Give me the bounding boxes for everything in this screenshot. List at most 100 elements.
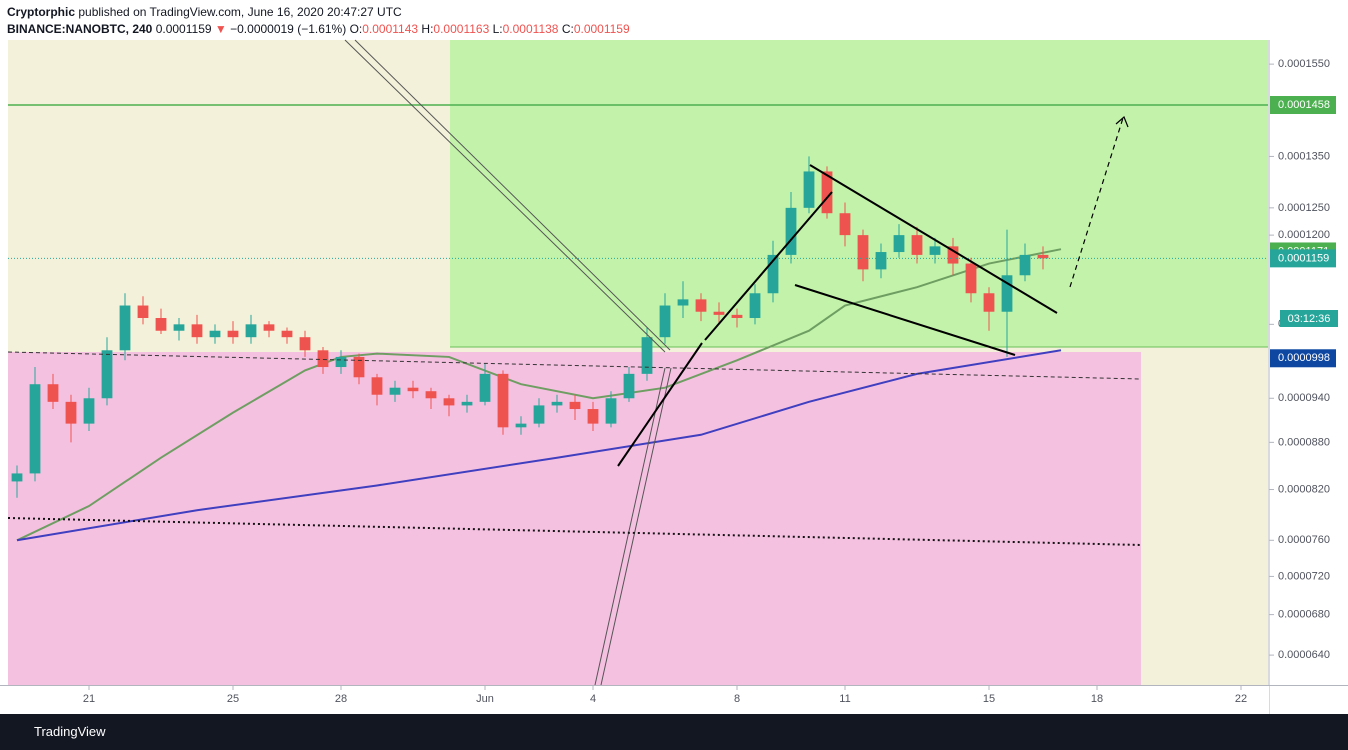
countdown: 03:12:36 <box>1288 313 1331 325</box>
candle-body <box>947 246 959 264</box>
l: 0.0001138 <box>502 22 559 36</box>
candle-body <box>875 252 887 270</box>
candle-body <box>65 401 77 424</box>
candle-body <box>839 213 851 236</box>
candle-body <box>785 207 797 255</box>
candle-body <box>623 373 635 399</box>
countdown-box <box>1280 310 1338 327</box>
h: 0.0001163 <box>433 22 490 36</box>
candle-body <box>569 401 581 410</box>
candle-body <box>533 405 545 424</box>
candle-body <box>191 324 203 338</box>
flag-pole <box>617 342 703 467</box>
trend-line <box>354 39 671 351</box>
candle-body <box>713 311 725 315</box>
candle-body <box>227 330 239 338</box>
price-marker-label: 0.0001159 <box>1278 252 1329 264</box>
projection <box>1069 117 1124 288</box>
drawings <box>7 39 1142 686</box>
o: 0.0001143 <box>362 22 419 36</box>
candle-body <box>1019 254 1031 276</box>
axes: 0.0001550 0.0001350 0.0001250 0.0001200 0.00… <box>83 58 1336 705</box>
symbol: BINANCE:NANOBTC, 240 <box>7 22 153 36</box>
y-tick-label: 0.0000880 <box>1278 436 1330 448</box>
candle-body <box>551 401 563 406</box>
candle-body <box>209 330 221 338</box>
last: 0.0001159 <box>155 22 212 36</box>
y-tick-label: 0.0000820 <box>1278 483 1330 495</box>
plot <box>8 104 1268 542</box>
c: 0.0001159 <box>573 22 630 36</box>
trend-line <box>594 367 666 686</box>
candle-body <box>119 305 131 351</box>
h-label: H: <box>421 22 434 36</box>
candle-body <box>803 171 815 208</box>
y-tick-label: 0.0000680 <box>1278 609 1330 621</box>
candle-body <box>893 235 905 253</box>
candle-body <box>443 398 455 406</box>
brand: TradingView <box>34 724 106 739</box>
candle-body <box>335 356 347 368</box>
flag-pole <box>704 191 833 341</box>
candle-body <box>245 324 257 338</box>
candle-body <box>965 263 977 294</box>
price-marker-label: 0.0001458 <box>1278 99 1330 111</box>
candle-body <box>299 337 311 351</box>
candle-body <box>479 373 491 402</box>
candle-body <box>1037 254 1049 259</box>
x-tick-label: 25 <box>227 693 239 705</box>
candle-body <box>749 293 761 319</box>
price-axis <box>1269 40 1348 714</box>
published: published on TradingView.com, June 16, 2… <box>78 5 402 19</box>
candle-body <box>659 305 671 338</box>
candle-body <box>515 423 527 428</box>
candle-body <box>587 409 599 424</box>
time-axis <box>0 686 1269 714</box>
candle-body <box>497 373 509 428</box>
candle-body <box>263 324 275 331</box>
candle-body <box>461 401 473 406</box>
header: Cryptorphic published on TradingView.com… <box>7 4 630 38</box>
trend-line <box>600 367 672 686</box>
y-tick-label: 0.0001350 <box>1278 150 1330 162</box>
moving-average <box>16 248 1062 542</box>
change: −0.0000019 (−1.61%) <box>230 22 347 36</box>
o-label: O: <box>349 22 363 36</box>
price-marker <box>1270 349 1336 368</box>
candle-body <box>929 246 941 255</box>
author: Cryptorphic <box>7 5 76 19</box>
c-label: C: <box>561 22 574 36</box>
flag-line <box>809 164 1058 314</box>
flag-line <box>794 284 1016 356</box>
candle-body <box>983 293 995 312</box>
y-tick-label: 0.0000640 <box>1278 649 1330 661</box>
candle-body <box>101 350 113 399</box>
trend-line <box>7 517 1142 546</box>
candle-body <box>155 318 167 331</box>
x-tick-label: 8 <box>734 693 740 705</box>
y-tick-label: 0.0000940 <box>1278 392 1330 404</box>
candle-body <box>389 387 401 395</box>
x-tick-label: 28 <box>335 693 347 705</box>
candle-body <box>29 384 41 474</box>
y-tick-label: 0.0000720 <box>1278 570 1330 582</box>
x-tick-label: Jun <box>476 693 494 705</box>
candle-body <box>911 235 923 255</box>
candle-body <box>407 387 419 392</box>
trend-line <box>344 39 666 353</box>
candle-body <box>425 391 437 399</box>
y-tick-label: 0.0000760 <box>1278 534 1330 546</box>
x-tick-label: 21 <box>83 693 95 705</box>
price-marker <box>1270 96 1336 115</box>
price-marker <box>1270 249 1336 268</box>
x-tick-label: 22 <box>1235 693 1247 705</box>
x-tick-label: 4 <box>590 693 596 705</box>
candle-body <box>137 305 149 319</box>
x-tick-label: 15 <box>983 693 995 705</box>
y-tick-label: 0.0001550 <box>1278 58 1330 70</box>
y-tick-label: 0.0001250 <box>1278 202 1330 214</box>
candle-body <box>371 377 383 395</box>
candle-body <box>47 384 59 402</box>
footer: TradingView <box>0 714 1348 750</box>
candle-body <box>353 356 365 378</box>
